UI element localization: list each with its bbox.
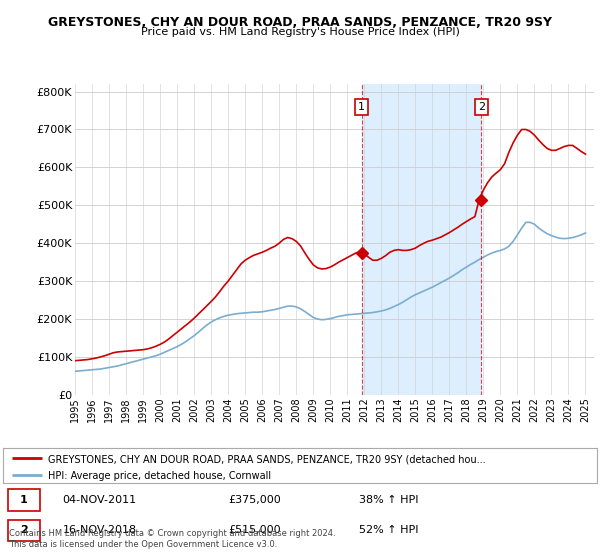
Text: 16-NOV-2018: 16-NOV-2018 — [62, 525, 137, 535]
Text: GREYSTONES, CHY AN DOUR ROAD, PRAA SANDS, PENZANCE, TR20 9SY (detached hou...: GREYSTONES, CHY AN DOUR ROAD, PRAA SANDS… — [47, 454, 485, 464]
Text: 1: 1 — [20, 495, 28, 505]
Text: £375,000: £375,000 — [229, 495, 281, 505]
Text: 1: 1 — [358, 102, 365, 112]
Text: £515,000: £515,000 — [229, 525, 281, 535]
Text: HPI: Average price, detached house, Cornwall: HPI: Average price, detached house, Corn… — [47, 472, 271, 482]
Text: GREYSTONES, CHY AN DOUR ROAD, PRAA SANDS, PENZANCE, TR20 9SY: GREYSTONES, CHY AN DOUR ROAD, PRAA SANDS… — [48, 16, 552, 29]
Text: 2: 2 — [20, 525, 28, 535]
Text: 2: 2 — [478, 102, 485, 112]
FancyBboxPatch shape — [8, 520, 40, 541]
Text: Price paid vs. HM Land Registry's House Price Index (HPI): Price paid vs. HM Land Registry's House … — [140, 27, 460, 37]
FancyBboxPatch shape — [8, 489, 40, 511]
Text: 52% ↑ HPI: 52% ↑ HPI — [359, 525, 419, 535]
Text: 04-NOV-2011: 04-NOV-2011 — [62, 495, 137, 505]
Text: 38% ↑ HPI: 38% ↑ HPI — [359, 495, 419, 505]
Bar — [362, 84, 481, 395]
Text: Contains HM Land Registry data © Crown copyright and database right 2024.
This d: Contains HM Land Registry data © Crown c… — [9, 529, 335, 549]
